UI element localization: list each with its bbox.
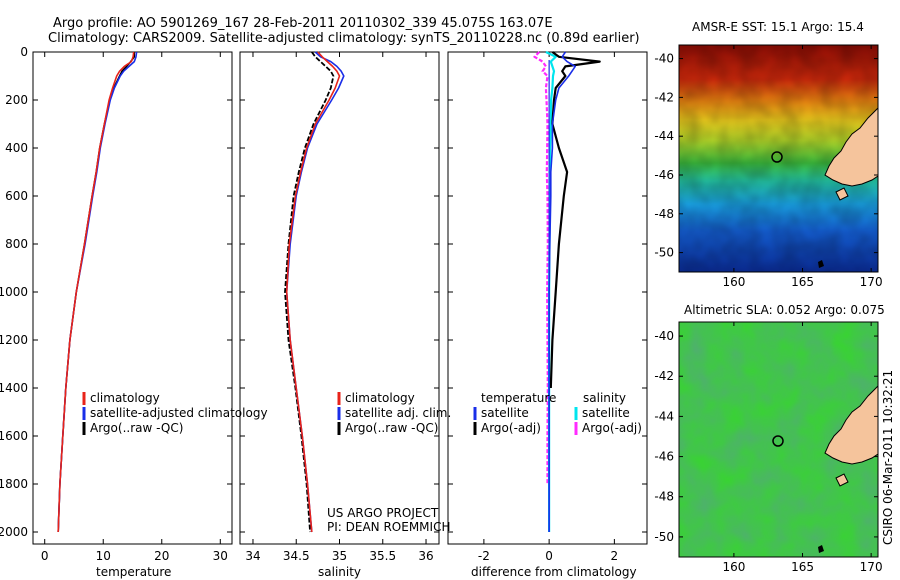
sla-map-frame: [678, 321, 879, 558]
series-line-climatology: [285, 51, 341, 533]
map-y-tick-label: -50: [654, 246, 674, 260]
map-x-tick-label: 170: [860, 560, 883, 574]
x-tick-label: 36: [418, 549, 433, 563]
series-line-temperature-satellite: [548, 51, 576, 532]
x-tick-label: -2: [478, 549, 490, 563]
map-y-tick-label: -44: [654, 409, 674, 423]
series-line-salinity-argo-adj: [533, 51, 549, 484]
map-y-tick-label: -46: [654, 168, 674, 182]
legend-label-satellite: satellite-adjusted climatology: [90, 406, 268, 420]
y-tick-label: 1600: [0, 429, 28, 443]
x-tick-label: 0: [545, 549, 553, 563]
salinity-axis-label: salinity: [318, 565, 361, 579]
x-tick-label: 35: [332, 549, 347, 563]
legend-label-argo: Argo(..raw -QC): [345, 421, 438, 435]
timestamp: CSIRO 06-Mar-2011 10:32:21: [881, 370, 895, 545]
x-tick-label: 30: [213, 549, 228, 563]
sla-map-title: Altimetric SLA: 0.052 Argo: 0.075: [684, 303, 885, 317]
legend-label-climatology: climatology: [90, 391, 160, 405]
x-tick-label: 10: [96, 549, 111, 563]
salinity-legend: climatology satellite adj. clim. Argo(..…: [337, 391, 451, 435]
map-y-tick-label: -40: [654, 329, 674, 343]
sla-map: Altimetric SLA: 0.052 Argo: 0.075 160 165…: [654, 303, 884, 574]
x-tick-label: 20: [154, 549, 169, 563]
profile-lines: [57, 51, 601, 533]
temperature-legend: climatology satellite-adjusted climatolo…: [82, 391, 268, 435]
credit-line1: US ARGO PROJECT: [327, 506, 439, 520]
sst-map-title: AMSR-E SST: 15.1 Argo: 15.4: [692, 20, 864, 34]
y-tick-label: 1400: [0, 381, 28, 395]
y-tick-label: 400: [5, 141, 28, 155]
x-tick-label: 34: [245, 549, 260, 563]
legend-label-climatology: climatology: [345, 391, 415, 405]
y-tick-label: 1800: [0, 477, 28, 491]
series-line-salinity-satellite: [545, 51, 557, 532]
series-line-temperature-argo-adj: [549, 51, 601, 389]
map-x-tick-label: 160: [722, 275, 745, 289]
sla-argo-marker: [772, 435, 784, 447]
difference-legend: temperature salinity satellite Argo(-adj…: [473, 391, 642, 435]
temperature-panel-frame: [32, 51, 233, 545]
header-line1: Argo profile: AO 5901269_167 28-Feb-2011…: [53, 16, 553, 31]
sst-land: [824, 107, 878, 187]
sla-island: [835, 473, 849, 487]
legend-label-satellite: satellite adj. clim.: [345, 406, 451, 420]
y-tick-label: 2000: [0, 525, 28, 539]
difference-axis-label: difference from climatology: [471, 565, 637, 579]
y-tick-label: 800: [5, 237, 28, 251]
legend-title-salinity: salinity: [583, 391, 626, 405]
legend-title-temperature: temperature: [481, 391, 556, 405]
y-tick-label: 0: [20, 45, 28, 59]
sst-map: AMSR-E SST: 15.1 Argo: 15.4 160 165 170 -40…: [654, 20, 882, 289]
map-y-tick-label: -48: [654, 490, 674, 504]
sst-map-ticks: 160 165 170 -40 -42 -44 -46 -48 -50: [654, 45, 883, 289]
map-y-tick-label: -48: [654, 207, 674, 221]
series-line-satellite-adjusted-climatology: [57, 51, 138, 533]
y-tick-label: 600: [5, 189, 28, 203]
y-tick-label: 1000: [0, 285, 28, 299]
sst-argo-marker: [771, 151, 783, 163]
y-tick-label: 1200: [0, 333, 28, 347]
map-y-tick-label: -42: [654, 90, 674, 104]
sst-map-frame: [678, 44, 879, 273]
map-y-tick-label: -40: [654, 52, 674, 66]
sla-island-south: [818, 545, 824, 553]
legend-label-sal-satellite: satellite: [582, 406, 630, 420]
map-y-tick-label: -42: [654, 369, 674, 383]
header-line2: Climatology: CARS2009. Satellite-adjuste…: [48, 31, 640, 46]
legend-label-sal-argo: Argo(-adj): [582, 421, 642, 435]
x-tick-label: 0: [41, 549, 49, 563]
legend-label-argo: Argo(..raw -QC): [90, 421, 183, 435]
map-x-tick-label: 165: [791, 560, 814, 574]
map-y-tick-label: -50: [654, 530, 674, 544]
map-x-tick-label: 160: [722, 560, 745, 574]
salinity-panel-frame: [239, 51, 440, 545]
x-tick-label: 35.5: [369, 549, 396, 563]
map-y-tick-label: -46: [654, 450, 674, 464]
series-line-argo-raw-qc: [284, 51, 335, 533]
credit-line2: PI: DEAN ROEMMICH: [327, 520, 450, 534]
legend-label-temp-satellite: satellite: [481, 406, 529, 420]
map-x-tick-label: 165: [791, 275, 814, 289]
temperature-axis-label: temperature: [96, 565, 171, 579]
sla-land: [824, 385, 878, 465]
map-y-tick-label: -44: [654, 129, 674, 143]
series-line-argo-raw-qc: [57, 52, 136, 533]
legend-label-temp-argo: Argo(-adj): [481, 421, 541, 435]
x-tick-label: 34.5: [283, 549, 310, 563]
sla-map-ticks: 160 165 170 -40 -42 -44 -46 -48 -50: [654, 322, 883, 574]
map-x-tick-label: 170: [860, 275, 883, 289]
x-tick-label: 2: [611, 549, 619, 563]
y-tick-label: 200: [5, 93, 28, 107]
sst-island-south: [818, 260, 824, 268]
sst-island: [835, 187, 849, 201]
axis-ticks: 0 10 20 30020040060080010001200140016001800…: [0, 45, 647, 563]
series-line-climatology: [57, 51, 135, 533]
